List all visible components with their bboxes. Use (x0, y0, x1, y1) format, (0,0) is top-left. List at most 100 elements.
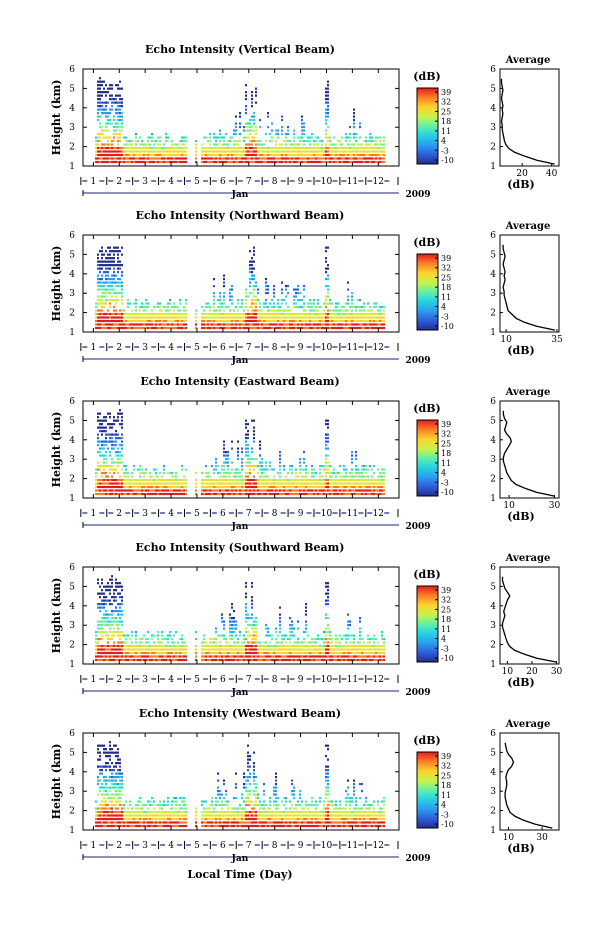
heatmap-cell (365, 471, 367, 475)
heatmap-cell (237, 457, 239, 461)
heatmap-cell (323, 319, 325, 323)
heatmap-cell (339, 312, 341, 316)
heatmap-cell (115, 94, 117, 97)
heatmap-cell (181, 485, 183, 489)
heatmap-cell (259, 454, 261, 457)
heatmap-cell (323, 316, 325, 319)
heatmap-cell (245, 129, 247, 132)
heatmap-cell (269, 139, 271, 143)
heatmap-cell (325, 492, 327, 496)
heatmap-cell (323, 326, 325, 330)
heatmap-cell (355, 323, 357, 326)
heatmap-cell (305, 319, 307, 323)
heatmap-cell (195, 316, 197, 319)
heatmap-cell (241, 316, 243, 319)
heatmap-cell (301, 323, 303, 326)
heatmap-cell (317, 485, 319, 489)
heatmap-cell (305, 146, 307, 150)
heatmap-cell (293, 326, 295, 330)
heatmap-cell (247, 153, 249, 157)
heatmap-cell (145, 485, 147, 489)
heatmap-cell (319, 492, 321, 496)
heatmap-cell (317, 146, 319, 150)
heatmap-cell (255, 464, 257, 468)
heatmap-cell (119, 87, 121, 90)
heatmap-cell (309, 139, 311, 143)
heatmap-cell (259, 461, 261, 464)
heatmap-cell (225, 143, 227, 146)
heatmap-cell (293, 312, 295, 316)
heatmap-cell (133, 492, 135, 496)
heatmap-cell (251, 641, 253, 644)
heatmap-cell (119, 637, 121, 641)
heatmap-cell (207, 471, 209, 475)
heatmap-cell (113, 630, 115, 634)
heatmap-cell (289, 319, 291, 323)
heatmap-cell (275, 641, 277, 644)
heatmap-cell (97, 655, 99, 658)
heatmap-cell (343, 160, 345, 164)
heatmap-cell (169, 471, 171, 475)
heatmap-cell (137, 478, 139, 482)
heatmap-cell (109, 658, 111, 662)
heatmap-cell (101, 492, 103, 496)
heatmap-cell (103, 112, 105, 115)
heatmap-cell (113, 319, 115, 323)
heatmap-cell (211, 482, 213, 485)
heatmap-cell (233, 648, 235, 651)
heatmap-cell (209, 637, 211, 641)
heatmap-cell (105, 281, 107, 284)
heatmap-cell (175, 492, 177, 496)
heatmap-cell (181, 312, 183, 316)
heatmap-cell (381, 468, 383, 471)
heatmap-cell (365, 464, 367, 468)
heatmap-cell (113, 316, 115, 319)
heatmap-cell (289, 637, 291, 641)
heatmap-cell (229, 139, 231, 143)
heatmap-cell (205, 641, 207, 644)
heatmap-cell (299, 464, 301, 468)
heatmap-cell (131, 489, 133, 492)
heatmap-cell (125, 319, 127, 323)
heatmap-cell (301, 319, 303, 323)
heatmap-cell (105, 603, 107, 606)
heatmap-cell (99, 326, 101, 330)
panel-2: Echo Intensity (Northward Beam)123456Hei… (50, 209, 563, 366)
heatmap-cell (299, 492, 301, 496)
heatmap-cell (307, 160, 309, 164)
heatmap-cell (113, 250, 115, 253)
heatmap-cell (229, 312, 231, 316)
heatmap-cell (363, 464, 365, 468)
heatmap-cell (269, 160, 271, 164)
heatmap-cell (99, 101, 101, 104)
heatmap-cell (285, 302, 287, 305)
heatmap-cell (383, 136, 385, 139)
heatmap-cell (195, 319, 197, 323)
heatmap-cell (361, 468, 363, 471)
heatmap-cell (135, 153, 137, 157)
heatmap-cell (265, 278, 267, 281)
heatmap-cell (235, 125, 237, 129)
heatmap-cell (325, 246, 327, 249)
heatmap-cell (351, 454, 353, 457)
heatmap-cell (267, 630, 269, 634)
heatmap-cell (253, 419, 255, 422)
heatmap-cell (133, 160, 135, 164)
heatmap-cell (149, 492, 151, 496)
heatmap-cell (377, 150, 379, 153)
heatmap-cell (201, 305, 203, 309)
heatmap-cell (123, 157, 125, 160)
heatmap-cell (315, 312, 317, 316)
heatmap-cell (211, 150, 213, 153)
heatmap-cell (279, 485, 281, 489)
heatmap-cell (127, 482, 129, 485)
heatmap-cell (293, 160, 295, 164)
heatmap-cell (117, 298, 119, 302)
heatmap-cell (205, 651, 207, 655)
heatmap-cell (361, 489, 363, 492)
heatmap-cell (115, 623, 117, 627)
heatmap-cell (105, 430, 107, 433)
heatmap-cell (213, 471, 215, 475)
heatmap-cell (277, 658, 279, 662)
heatmap-cell (349, 305, 351, 309)
